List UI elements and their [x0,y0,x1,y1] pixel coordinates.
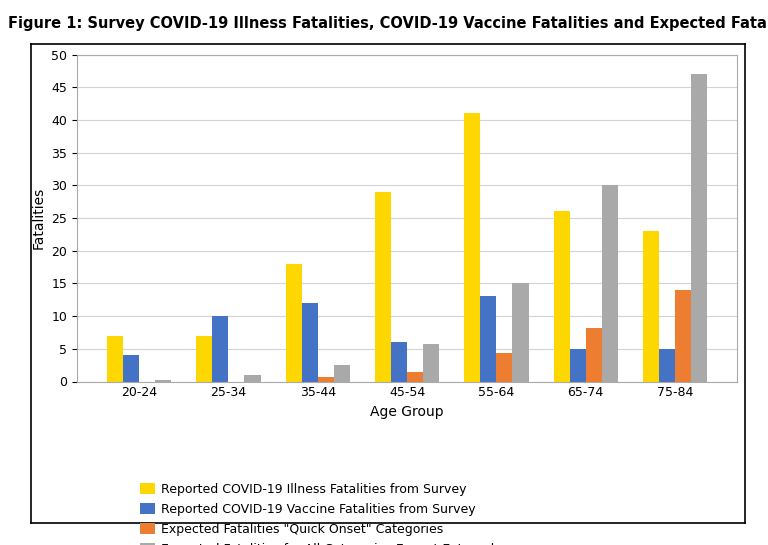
Bar [123,355,139,382]
Text: Figure 1: Survey COVID-19 Illness Fatalities, COVID-19 Vaccine Fatalities and Ex: Figure 1: Survey COVID-19 Illness Fatali… [8,16,768,32]
Bar [480,296,496,382]
Bar [334,365,350,382]
Y-axis label: Fatalities: Fatalities [31,187,45,249]
Bar [391,342,407,381]
Legend: Reported COVID-19 Illness Fatalities from Survey, Reported COVID-19 Vaccine Fata: Reported COVID-19 Illness Fatalities fro… [136,479,498,545]
Bar [602,185,618,382]
Bar [586,328,602,381]
Bar [675,290,691,381]
Bar [496,353,512,382]
Bar [286,264,302,381]
Bar [155,379,171,382]
Bar [302,303,318,382]
Bar [691,74,707,382]
Bar [107,336,123,381]
Bar [196,336,212,381]
Bar [375,192,391,382]
Bar [318,377,334,382]
Bar [212,316,228,381]
Bar [570,349,586,382]
Bar [407,372,423,382]
Bar [244,375,260,382]
Bar [464,113,480,382]
Bar [423,343,439,382]
X-axis label: Age Group: Age Group [370,405,444,419]
Bar [643,231,659,382]
Bar [512,283,528,382]
Bar [659,349,675,382]
Bar [554,211,570,382]
